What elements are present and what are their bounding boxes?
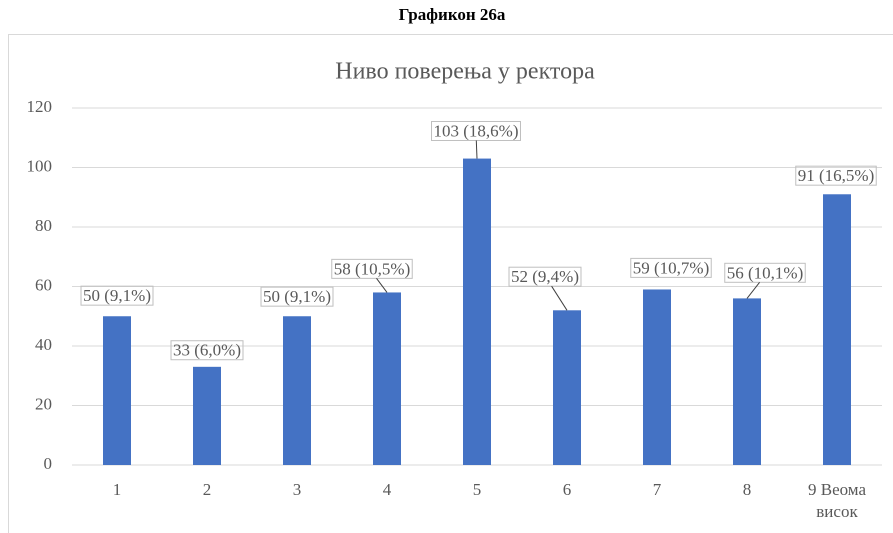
x-tick-label-box: 2 <box>202 480 212 499</box>
x-tick-label: 6 <box>562 480 572 499</box>
data-label: 58 (10,5%) <box>334 259 410 278</box>
data-label-box <box>170 340 244 361</box>
x-tick-label-box: 5 <box>472 480 482 499</box>
data-label: 50 (9,1%) <box>263 287 331 306</box>
bar <box>373 292 401 465</box>
data-label-box <box>331 258 413 279</box>
chart-title: Ниво поверења у ректора <box>335 59 595 85</box>
bar <box>553 310 581 465</box>
data-label: 52 (9,4%) <box>511 267 579 286</box>
x-tick-label: 1 <box>112 480 122 499</box>
x-tick-label-box: 6 <box>562 480 572 499</box>
leader-line <box>376 278 388 293</box>
x-tick-label-box: 1 <box>112 480 122 499</box>
bar <box>463 158 491 465</box>
x-tick-label-box: 8 <box>742 480 752 499</box>
x-tick-label-box: 7 <box>652 480 662 499</box>
data-label-box <box>795 165 877 186</box>
y-tick-label: 40 <box>35 335 52 354</box>
x-tick-label: 8 <box>742 480 752 499</box>
data-label-box <box>80 285 154 306</box>
x-tick-label-box: 9 Веома висок <box>808 480 866 521</box>
data-label: 103 (18,6%) <box>434 121 519 140</box>
leader-line <box>551 285 568 311</box>
bar <box>193 366 221 465</box>
bar <box>643 289 671 465</box>
y-tick-label: 80 <box>35 216 52 235</box>
bar <box>283 316 311 465</box>
x-tick-label-box: 3 <box>292 480 302 499</box>
bar <box>823 194 851 465</box>
data-label-box <box>431 120 521 141</box>
x-tick-label: 5 <box>472 480 482 499</box>
leader-line <box>475 140 478 159</box>
x-tick-label: 7 <box>652 480 662 499</box>
y-tick-label: 0 <box>44 454 53 473</box>
y-tick-label: 20 <box>35 394 52 413</box>
bar <box>103 316 131 465</box>
y-tick-label: 100 <box>27 156 53 175</box>
bar <box>733 298 761 465</box>
data-label: 33 (6,0%) <box>173 341 241 360</box>
y-tick-label: 60 <box>35 275 52 294</box>
x-tick-label: 4 <box>382 480 392 499</box>
data-label-box <box>724 262 806 283</box>
data-label-box <box>260 286 334 307</box>
data-label: 50 (9,1%) <box>83 286 151 305</box>
chart-border <box>8 34 893 533</box>
data-label-box <box>630 257 712 278</box>
x-tick-label: 2 <box>202 480 212 499</box>
y-tick-label: 120 <box>27 97 53 116</box>
x-tick-label: 3 <box>292 480 302 499</box>
data-label-box <box>508 266 582 287</box>
x-tick-label-box: 4 <box>382 480 392 499</box>
leader-line <box>746 281 760 299</box>
data-label: 59 (10,7%) <box>633 258 709 277</box>
x-tick-label: 9 Веома висок <box>808 480 866 521</box>
data-label: 56 (10,1%) <box>727 263 803 282</box>
heading: Графикон 26а <box>399 5 506 24</box>
data-label: 91 (16,5%) <box>798 166 874 185</box>
